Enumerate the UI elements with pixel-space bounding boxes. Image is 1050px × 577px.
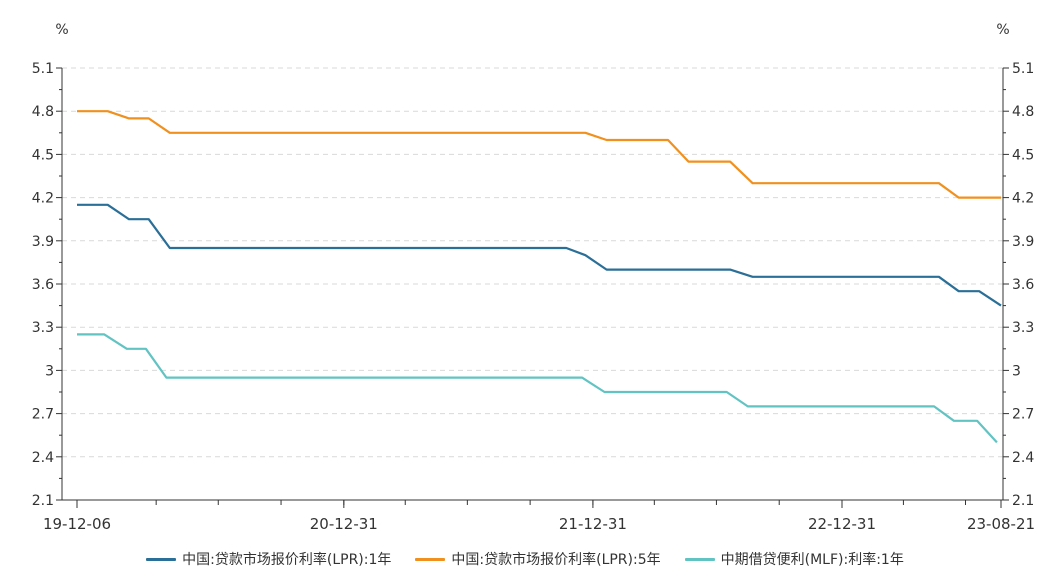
y-tick-label-right: 2.4	[1012, 450, 1034, 466]
x-tick-label: 22-12-31	[808, 515, 876, 533]
y-tick-label-left: 4.5	[32, 147, 54, 163]
legend-swatch-lpr-5y	[415, 557, 446, 561]
series-line-2	[77, 333, 998, 444]
y-tick-label-right: 4.2	[1012, 191, 1034, 207]
y-tick-label-left: 2.4	[32, 450, 54, 466]
legend-item-mlf-1y[interactable]: 中期借贷便利(MLF):利率:1年	[684, 549, 904, 569]
series-line-0	[77, 203, 1002, 307]
y-tick-label-left: 4.8	[32, 104, 54, 120]
y-tick-label-left: 3.3	[32, 320, 54, 336]
y-tick-label-left: 3	[45, 363, 54, 379]
y-tick-label-right: 3	[1012, 363, 1021, 379]
x-tick-label: 20-12-31	[310, 515, 378, 533]
legend-label-lpr-5y: 中国:贷款市场报价利率(LPR):5年	[451, 552, 661, 568]
y-tick-label-right: 3.9	[1012, 234, 1034, 250]
series-lines	[77, 110, 1002, 444]
y-tick-label-right: 5.1	[1012, 61, 1034, 77]
y-tick-label-left: 5.1	[32, 61, 54, 77]
right-axis-unit: %	[996, 22, 1009, 38]
y-tick-label-right: 2.7	[1012, 407, 1034, 423]
y-tick-label-left: 4.2	[32, 191, 54, 207]
y-tick-label-left: 3.6	[32, 277, 54, 293]
axes: 5.1 5.1 4.8 4.8 4.5 4.5 4.2 4.2 3.9 3.9 3.6 3.6 3.3 3…	[32, 61, 1035, 533]
gridlines	[62, 67, 1003, 458]
legend: 中国:贷款市场报价利率(LPR):1年 中国:贷款市场报价利率(LPR):5年 …	[0, 548, 1050, 570]
y-tick-label-right: 2.1	[1012, 493, 1034, 509]
legend-item-lpr-1y[interactable]: 中国:贷款市场报价利率(LPR):1年	[146, 549, 391, 569]
y-tick-label-right: 4.8	[1012, 104, 1034, 120]
left-axis-unit: %	[55, 22, 68, 38]
x-tick-label: 21-12-31	[559, 515, 627, 533]
y-tick-label-left: 3.9	[32, 234, 54, 250]
series-line-1	[77, 110, 1001, 199]
y-tick-label-right: 3.6	[1012, 277, 1034, 293]
y-tick-label-left: 2.7	[32, 407, 54, 423]
legend-swatch-lpr-1y	[146, 557, 177, 561]
legend-label-lpr-1y: 中国:贷款市场报价利率(LPR):1年	[182, 552, 392, 568]
y-tick-label-right: 4.5	[1012, 147, 1034, 163]
x-tick-label: 23-08-21	[967, 515, 1035, 533]
x-tick-label: 19-12-06	[43, 515, 111, 533]
legend-swatch-mlf-1y	[684, 557, 715, 561]
legend-item-lpr-5y[interactable]: 中国:贷款市场报价利率(LPR):5年	[415, 549, 661, 569]
y-tick-label-left: 2.1	[32, 493, 54, 509]
legend-label-mlf-1y: 中期借贷便利(MLF):利率:1年	[720, 552, 904, 568]
y-tick-label-right: 3.3	[1012, 320, 1034, 336]
